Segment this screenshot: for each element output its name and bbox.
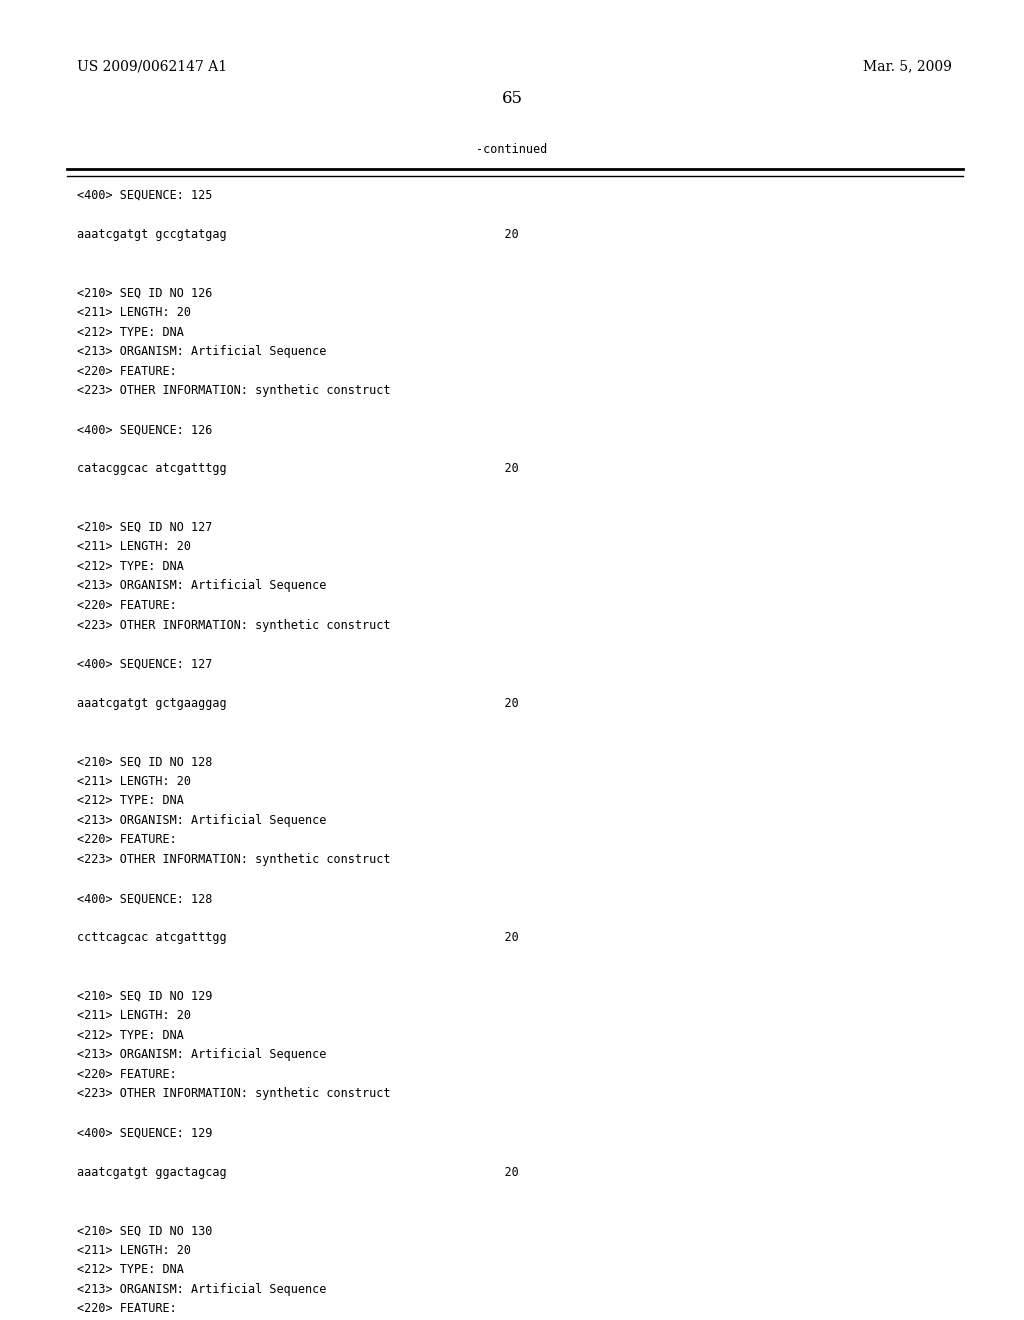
Text: <211> LENGTH: 20: <211> LENGTH: 20 (77, 775, 190, 788)
Text: <212> TYPE: DNA: <212> TYPE: DNA (77, 326, 183, 338)
Text: aaatcgatgt ggactagcag                                       20: aaatcgatgt ggactagcag 20 (77, 1166, 518, 1179)
Text: aaatcgatgt gccgtatgag                                       20: aaatcgatgt gccgtatgag 20 (77, 228, 518, 240)
Text: <212> TYPE: DNA: <212> TYPE: DNA (77, 1028, 183, 1041)
Text: <400> SEQUENCE: 129: <400> SEQUENCE: 129 (77, 1126, 212, 1139)
Text: <223> OTHER INFORMATION: synthetic construct: <223> OTHER INFORMATION: synthetic const… (77, 619, 390, 631)
Text: <220> FEATURE:: <220> FEATURE: (77, 833, 176, 846)
Text: <220> FEATURE:: <220> FEATURE: (77, 1303, 176, 1315)
Text: <212> TYPE: DNA: <212> TYPE: DNA (77, 795, 183, 808)
Text: <213> ORGANISM: Artificial Sequence: <213> ORGANISM: Artificial Sequence (77, 345, 327, 358)
Text: <211> LENGTH: 20: <211> LENGTH: 20 (77, 1243, 190, 1257)
Text: <400> SEQUENCE: 128: <400> SEQUENCE: 128 (77, 892, 212, 906)
Text: <210> SEQ ID NO 128: <210> SEQ ID NO 128 (77, 755, 212, 768)
Text: 65: 65 (502, 90, 522, 107)
Text: <210> SEQ ID NO 130: <210> SEQ ID NO 130 (77, 1224, 212, 1237)
Text: <400> SEQUENCE: 127: <400> SEQUENCE: 127 (77, 657, 212, 671)
Text: <211> LENGTH: 20: <211> LENGTH: 20 (77, 1010, 190, 1022)
Text: <213> ORGANISM: Artificial Sequence: <213> ORGANISM: Artificial Sequence (77, 579, 327, 593)
Text: <210> SEQ ID NO 126: <210> SEQ ID NO 126 (77, 286, 212, 300)
Text: <213> ORGANISM: Artificial Sequence: <213> ORGANISM: Artificial Sequence (77, 1283, 327, 1296)
Text: Mar. 5, 2009: Mar. 5, 2009 (863, 59, 952, 74)
Text: ccttcagcac atcgatttgg                                       20: ccttcagcac atcgatttgg 20 (77, 931, 518, 944)
Text: <400> SEQUENCE: 126: <400> SEQUENCE: 126 (77, 424, 212, 436)
Text: <223> OTHER INFORMATION: synthetic construct: <223> OTHER INFORMATION: synthetic const… (77, 853, 390, 866)
Text: aaatcgatgt gctgaaggag                                       20: aaatcgatgt gctgaaggag 20 (77, 697, 518, 710)
Text: <213> ORGANISM: Artificial Sequence: <213> ORGANISM: Artificial Sequence (77, 814, 327, 826)
Text: <213> ORGANISM: Artificial Sequence: <213> ORGANISM: Artificial Sequence (77, 1048, 327, 1061)
Text: catacggcac atcgatttgg                                       20: catacggcac atcgatttgg 20 (77, 462, 518, 475)
Text: <220> FEATURE:: <220> FEATURE: (77, 1068, 176, 1081)
Text: <223> OTHER INFORMATION: synthetic construct: <223> OTHER INFORMATION: synthetic const… (77, 1088, 390, 1101)
Text: <211> LENGTH: 20: <211> LENGTH: 20 (77, 306, 190, 319)
Text: <212> TYPE: DNA: <212> TYPE: DNA (77, 1263, 183, 1276)
Text: <211> LENGTH: 20: <211> LENGTH: 20 (77, 540, 190, 553)
Text: -continued: -continued (476, 143, 548, 156)
Text: <400> SEQUENCE: 125: <400> SEQUENCE: 125 (77, 189, 212, 202)
Text: <212> TYPE: DNA: <212> TYPE: DNA (77, 560, 183, 573)
Text: <223> OTHER INFORMATION: synthetic construct: <223> OTHER INFORMATION: synthetic const… (77, 384, 390, 397)
Text: <210> SEQ ID NO 129: <210> SEQ ID NO 129 (77, 990, 212, 1003)
Text: <210> SEQ ID NO 127: <210> SEQ ID NO 127 (77, 521, 212, 533)
Text: US 2009/0062147 A1: US 2009/0062147 A1 (77, 59, 227, 74)
Text: <220> FEATURE:: <220> FEATURE: (77, 599, 176, 612)
Text: <220> FEATURE:: <220> FEATURE: (77, 364, 176, 378)
